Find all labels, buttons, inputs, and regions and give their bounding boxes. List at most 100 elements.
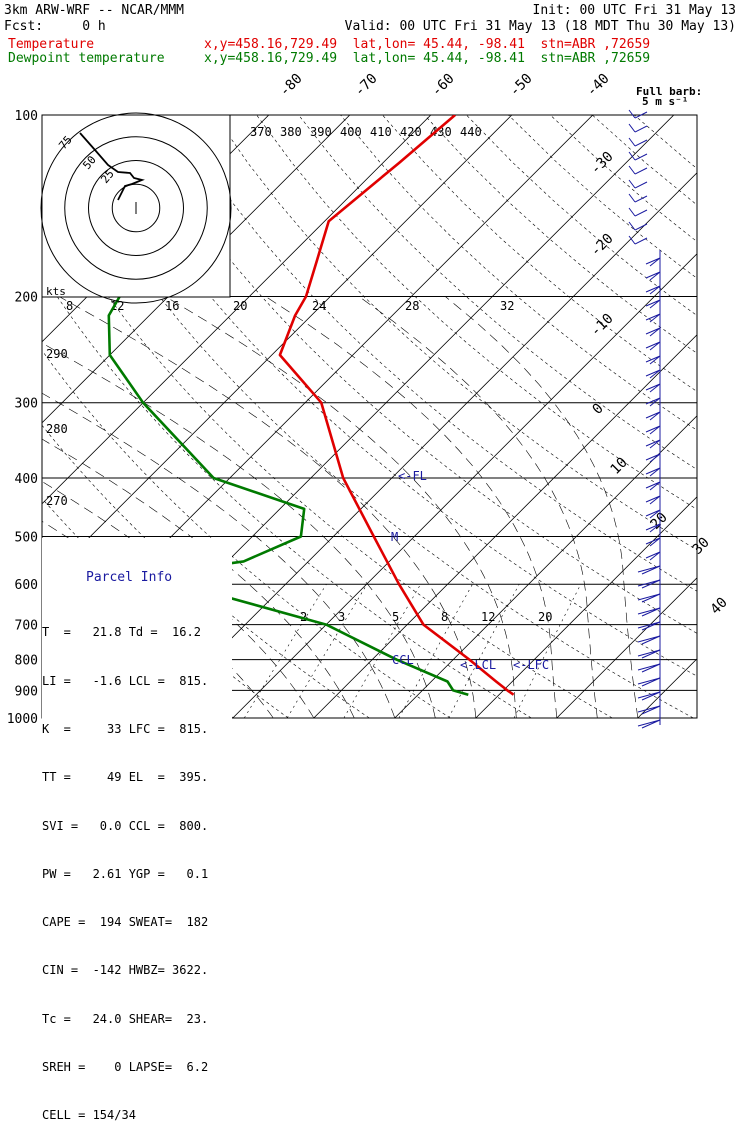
mixing-ratio-low-label: 12 xyxy=(481,610,495,624)
isotherm-label: 20 xyxy=(648,510,671,533)
isotherm-label: -30 xyxy=(588,149,617,178)
wind-barb xyxy=(646,384,660,392)
theta-e-label: 370 xyxy=(250,125,272,139)
wind-barb xyxy=(638,678,660,686)
theta-e-label: 440 xyxy=(460,125,482,139)
pressure-tick-label: 100 xyxy=(15,109,38,124)
mixing-ratio-low-label: 20 xyxy=(538,610,552,624)
wind-barb xyxy=(646,412,660,420)
pressure-tick-label: 800 xyxy=(15,654,38,669)
mixing-ratio-low-label: 3 xyxy=(338,610,345,624)
wind-barb xyxy=(646,342,660,350)
pressure-tick-label: 500 xyxy=(15,530,38,545)
wind-barb xyxy=(646,328,660,336)
lcl-marker: <-LCL xyxy=(460,658,496,672)
theta-e-label: 420 xyxy=(400,125,422,139)
isotherm-label: 30 xyxy=(690,535,713,558)
wind-barb xyxy=(646,538,660,546)
wind-barb xyxy=(638,636,660,644)
theta-label: 290 xyxy=(46,347,68,361)
pressure-tick-label: 600 xyxy=(15,578,38,593)
parcel-row-7: CIN = -142 HWBZ= 3622. xyxy=(42,962,232,978)
pressure-tick-label: 700 xyxy=(15,619,38,634)
theta-e-label: 410 xyxy=(370,125,392,139)
isotherm-line xyxy=(638,115,740,718)
isotherm-label: -80 xyxy=(277,71,306,100)
isotherm-label: -70 xyxy=(352,71,381,100)
isotherm-line xyxy=(395,115,740,718)
mixing-ratio-label: 20 xyxy=(233,299,247,313)
parcel-row-0: T = 21.8 Td = 16.2 xyxy=(42,624,232,640)
parcel-row-9: SREH = 0 LAPSE= 6.2 xyxy=(42,1059,232,1075)
ccl-marker: CCL xyxy=(392,653,414,667)
wind-barb xyxy=(646,482,660,490)
wind-barb xyxy=(638,566,660,574)
parcel-info-panel: Parcel Info T = 21.8 Td = 16.2 LI = -1.6… xyxy=(42,538,232,736)
dry-adiabat xyxy=(466,115,740,718)
dry-adiabat xyxy=(508,115,740,718)
mixing-ratio-low-label: 5 xyxy=(392,610,399,624)
theta-label: 270 xyxy=(46,494,68,508)
wind-barb xyxy=(629,180,647,188)
wind-barb xyxy=(646,552,660,560)
wind-barb xyxy=(638,594,660,602)
dry-adiabat xyxy=(341,115,740,718)
mixing-ratio-label: 16 xyxy=(165,299,179,313)
wind-barb xyxy=(638,664,660,672)
wind-barb xyxy=(629,194,647,202)
wind-barb xyxy=(638,650,660,658)
isotherm-label: -40 xyxy=(584,71,613,100)
wind-barb xyxy=(629,208,647,216)
parcel-row-1: LI = -1.6 LCL = 815. xyxy=(42,673,232,689)
parcel-row-6: CAPE = 194 SWEAT= 182 xyxy=(42,914,232,930)
wind-barb xyxy=(646,300,660,308)
isotherm-label: -20 xyxy=(588,231,617,260)
isotherm-line xyxy=(314,115,740,718)
isotherm-label: 10 xyxy=(608,455,631,478)
pressure-tick-label: 1000 xyxy=(7,712,38,727)
wind-barb xyxy=(638,608,660,616)
wind-barb xyxy=(646,398,660,406)
dry-adiabat xyxy=(592,115,740,718)
wind-barb xyxy=(646,454,660,462)
mixing-ratio-label: 28 xyxy=(405,299,419,313)
dry-adiabat xyxy=(383,115,740,718)
wind-barb xyxy=(629,124,647,132)
wind-barbs: Full barb:5 m s⁻¹ xyxy=(629,85,702,728)
parcel-marker: M xyxy=(391,530,398,544)
temperature-profile xyxy=(280,115,514,695)
isotherm-label: -60 xyxy=(429,71,458,100)
wind-barb xyxy=(646,496,660,504)
wind-barb xyxy=(646,272,660,280)
dry-adiabat xyxy=(215,115,740,718)
pressure-tick-label: 200 xyxy=(15,291,38,306)
freezing-level-marker: <-FL xyxy=(398,469,427,483)
wind-barb xyxy=(629,110,647,118)
wind-barb xyxy=(629,236,647,244)
theta-e-label: 390 xyxy=(310,125,332,139)
mixing-ratio-low-label: 8 xyxy=(441,610,448,624)
lfc-marker: <-LFC xyxy=(513,658,549,672)
mixing-ratio-label: 24 xyxy=(312,299,326,313)
wind-barb xyxy=(638,720,660,728)
dry-adiabat xyxy=(299,115,740,718)
hodograph-unit-label: kts xyxy=(46,285,66,298)
level-markers: <-FL M CCL <-LCL <-LFC xyxy=(391,469,549,672)
mixing-ratio-line xyxy=(514,584,581,718)
theta-e-label: 400 xyxy=(340,125,362,139)
theta-label: 280 xyxy=(46,422,68,436)
wind-barb xyxy=(646,468,660,476)
wind-barb xyxy=(629,166,647,174)
parcel-row-3: TT = 49 EL = 395. xyxy=(42,769,232,785)
wind-barb xyxy=(646,314,660,322)
parcel-row-4: SVI = 0.0 CCL = 800. xyxy=(42,818,232,834)
dry-adiabat xyxy=(550,115,740,718)
parcel-row-2: K = 33 LFC = 815. xyxy=(42,721,232,737)
isotherm-line xyxy=(719,115,740,718)
parcel-row-5: PW = 2.61 YGP = 0.1 xyxy=(42,866,232,882)
theta-e-label: 380 xyxy=(280,125,302,139)
wind-barb xyxy=(646,356,660,364)
isotherm-label: 40 xyxy=(708,595,731,618)
parcel-row-8: Tc = 24.0 SHEAR= 23. xyxy=(42,1011,232,1027)
